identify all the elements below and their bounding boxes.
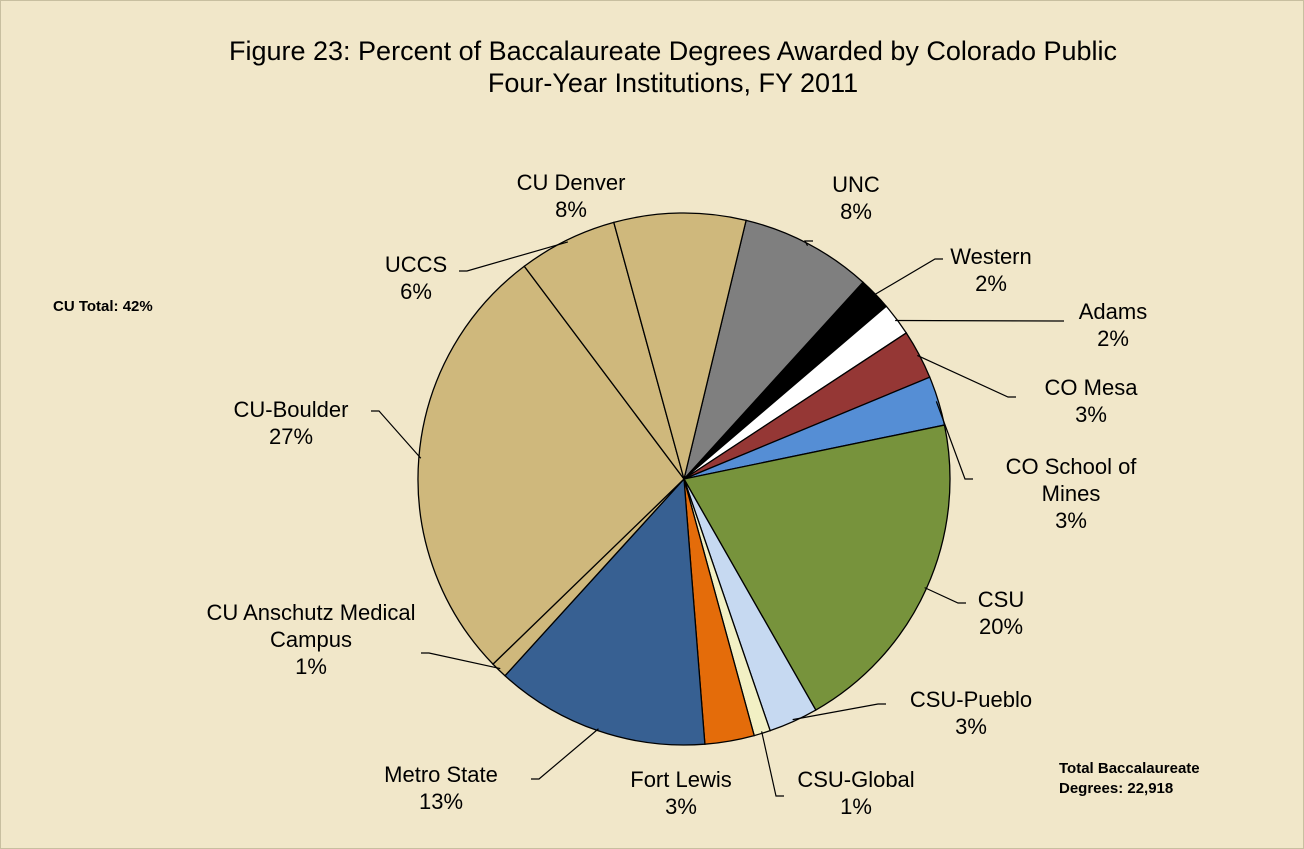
value-label: 1% <box>840 794 872 819</box>
category-label: UCCS <box>384 252 448 277</box>
annotation: Total Baccalaureate Degrees: 22,918 <box>1059 760 1200 797</box>
slice-label: CU Denver 8% <box>501 169 641 223</box>
category-label: Adams <box>1078 299 1148 324</box>
slice-label: CU Anschutz Medical Campus 1% <box>201 599 421 680</box>
pie-slice <box>613 212 747 480</box>
slice-label: Fort Lewis 3% <box>611 766 751 820</box>
value-label: 20% <box>978 614 1024 639</box>
value-label: 3% <box>955 714 987 739</box>
value-label: 2% <box>1097 326 1129 351</box>
annotation: CU Total: 42% <box>53 298 153 315</box>
leader-line <box>531 728 599 780</box>
value-label: 3% <box>1055 508 1087 533</box>
value-label: 2% <box>975 271 1007 296</box>
category-label: CU-Boulder <box>233 397 349 422</box>
value-label: 1% <box>295 654 327 679</box>
value-label: 27% <box>268 424 314 449</box>
leader-line <box>761 731 784 797</box>
slice-label: Adams 2% <box>1053 298 1173 352</box>
category-label: CU Denver <box>516 170 626 195</box>
slice-label: CU-Boulder 27% <box>206 396 376 450</box>
pie-slice <box>417 265 685 666</box>
category-label: CSU <box>977 587 1025 612</box>
leader-line <box>421 652 501 670</box>
value-label: 3% <box>1075 402 1107 427</box>
category-label: Western <box>950 244 1032 269</box>
category-label: Fort Lewis <box>630 767 732 792</box>
leader-line <box>459 241 569 272</box>
slice-label: CSU-Global 1% <box>781 766 931 820</box>
slice-label: CSU-Pueblo 3% <box>901 686 1041 740</box>
value-label: 3% <box>665 794 697 819</box>
category-label: CO Mesa <box>1044 375 1138 400</box>
category-label: CSU-Pueblo <box>909 687 1033 712</box>
pie-slice <box>504 477 706 746</box>
category-label: CO School of Mines <box>1005 454 1137 506</box>
slice-label: Western 2% <box>921 243 1061 297</box>
value-label: 13% <box>418 789 464 814</box>
pie-slice <box>683 219 864 480</box>
category-label: CSU-Global <box>797 767 915 792</box>
category-label: CU Anschutz Medical Campus <box>206 600 416 652</box>
slice-label: CO School of Mines 3% <box>986 453 1156 534</box>
leader-line <box>803 240 813 246</box>
value-label: 8% <box>555 197 587 222</box>
category-label: Metro State <box>384 762 498 787</box>
slice-label: CO Mesa 3% <box>1016 374 1166 428</box>
value-label: 8% <box>840 199 872 224</box>
chart-title: Figure 23: Percent of Baccalaureate Degr… <box>228 36 1118 98</box>
leader-line <box>935 401 973 480</box>
leader-line <box>873 258 943 296</box>
leader-line <box>917 354 1016 398</box>
value-label: 6% <box>400 279 432 304</box>
leader-line <box>371 410 422 459</box>
slice-label: UCCS 6% <box>366 251 466 305</box>
slice-label: UNC 8% <box>796 171 916 225</box>
slice-label: CSU 20% <box>951 586 1051 640</box>
leader-line <box>792 703 886 721</box>
leader-line <box>924 587 966 604</box>
category-label: UNC <box>832 172 880 197</box>
slice-label: Metro State 13% <box>366 761 516 815</box>
leader-line <box>895 319 1064 322</box>
